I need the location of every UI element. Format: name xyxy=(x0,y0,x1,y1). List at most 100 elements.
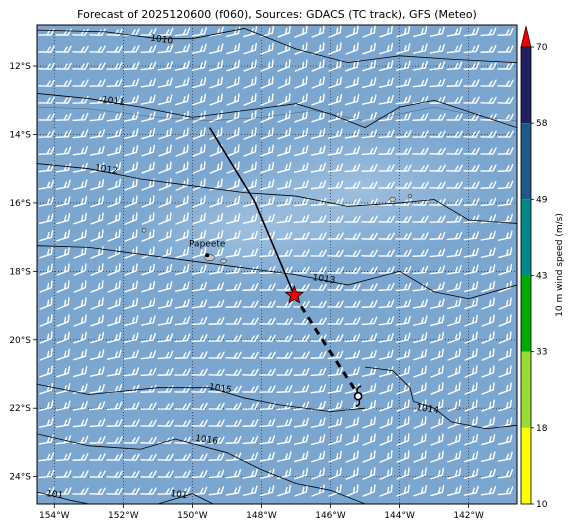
wind-barbs xyxy=(38,25,514,497)
wind-barb-shaft xyxy=(430,416,444,429)
wind-barb xyxy=(310,350,327,359)
wind-barb xyxy=(209,230,224,242)
wind-barb xyxy=(345,42,359,55)
wind-barb-shaft xyxy=(413,399,427,412)
wind-barb xyxy=(344,333,361,343)
wind-barb-shaft xyxy=(327,180,344,190)
wind-barb xyxy=(106,349,122,360)
wind-barb xyxy=(140,453,157,461)
wind-barb xyxy=(395,315,411,326)
wind-barb-shaft xyxy=(446,26,462,37)
wind-barb-shaft xyxy=(294,145,309,157)
wind-barb-shaft xyxy=(447,314,462,327)
wind-barb xyxy=(463,113,480,121)
wind-barb-shaft xyxy=(191,436,208,444)
wind-barb xyxy=(191,453,208,461)
x-axis-ticks: 154°W 152°W 150°W 148°W 146°W 144°W 142°W xyxy=(39,504,484,521)
isobar-line xyxy=(37,491,89,504)
wind-barb xyxy=(242,282,259,291)
wind-barb-shaft xyxy=(157,44,174,54)
wind-barb-shaft xyxy=(242,248,259,258)
wind-barb xyxy=(396,433,410,446)
wind-barb xyxy=(141,280,156,293)
wind-barb-shaft xyxy=(395,77,411,88)
wind-barb xyxy=(395,164,412,172)
wind-barb xyxy=(55,417,71,428)
wind-barb-shaft xyxy=(175,246,190,259)
wind-barb-shaft xyxy=(123,470,140,478)
wind-barb-shaft xyxy=(242,368,259,376)
wind-barb xyxy=(38,163,55,173)
wind-barb xyxy=(242,385,259,393)
wind-barb xyxy=(277,484,292,497)
wind-barb xyxy=(123,436,140,444)
wind-barb xyxy=(90,314,104,327)
wind-barb-shaft xyxy=(447,331,461,344)
wind-barb xyxy=(106,470,123,478)
wind-barb-shaft xyxy=(379,25,393,38)
wind-barb-shaft xyxy=(379,399,393,412)
wind-barb-shaft xyxy=(480,164,497,172)
wind-barb-shaft xyxy=(175,144,189,157)
wind-barb xyxy=(89,418,106,428)
wind-barb-shaft xyxy=(191,469,208,478)
wind-barb-shaft xyxy=(396,399,410,412)
wind-barb xyxy=(124,280,138,293)
wind-barb xyxy=(277,25,291,38)
wind-barb xyxy=(157,402,174,410)
wind-barb xyxy=(344,146,361,156)
wind-barb-shaft xyxy=(294,467,309,480)
wind-barb xyxy=(209,59,224,72)
wind-barb xyxy=(140,111,156,123)
coastlines xyxy=(37,106,517,410)
y-axis-ticks: 12°S14°S16°S18°S20°S22°S24°S xyxy=(9,62,37,483)
wind-barb xyxy=(175,178,189,191)
wind-barb-shaft xyxy=(124,178,138,191)
wind-barb-shaft xyxy=(89,401,106,411)
wind-barb-shaft xyxy=(311,467,325,480)
colorbar-tick-label: 43 xyxy=(536,272,547,282)
wind-barb-shaft xyxy=(481,365,495,378)
wind-barb xyxy=(310,249,327,257)
wind-barb-shaft xyxy=(430,450,444,463)
colorbar-label: 10 m wind speed (m/s) xyxy=(555,213,565,317)
wind-barb xyxy=(481,434,496,446)
wind-barb-shaft xyxy=(140,350,157,360)
wind-barb xyxy=(208,368,225,376)
wind-barb-shaft xyxy=(480,130,497,138)
wind-barb-shaft xyxy=(412,147,429,155)
wind-barb xyxy=(174,316,191,326)
wind-barb xyxy=(412,95,429,105)
wind-barb-shaft xyxy=(345,76,360,89)
wind-barb-shaft xyxy=(498,297,512,310)
wind-barb-shaft xyxy=(378,77,394,88)
wind-barb xyxy=(89,453,106,461)
wind-barb xyxy=(276,384,293,393)
wind-barb-shaft xyxy=(259,265,276,274)
wind-barb xyxy=(447,298,462,310)
wind-barb xyxy=(259,385,276,393)
wind-barb xyxy=(328,433,343,446)
wind-barb xyxy=(141,144,156,157)
wind-barb xyxy=(123,45,140,53)
wind-barb-shaft xyxy=(124,212,138,225)
wind-barb-shaft xyxy=(225,230,241,241)
wind-barb-shaft xyxy=(56,263,70,276)
wind-barb-shaft xyxy=(310,145,326,156)
wind-barb-shaft xyxy=(38,163,55,173)
wind-barb xyxy=(497,486,514,496)
wind-barb xyxy=(379,467,393,480)
wind-barb-shaft xyxy=(174,486,191,495)
wind-barb xyxy=(480,451,496,463)
wind-barb-shaft xyxy=(463,468,479,480)
wind-barb-shaft xyxy=(310,367,327,377)
wind-barb-shaft xyxy=(429,147,446,155)
wind-barb-shaft xyxy=(225,419,242,427)
wind-barb xyxy=(174,333,191,343)
wind-barb xyxy=(192,144,206,157)
wind-barb-shaft xyxy=(362,467,376,480)
wind-barb-shaft xyxy=(141,178,155,191)
wind-barb xyxy=(225,435,242,444)
wind-barb-shaft xyxy=(107,212,121,225)
wind-barb-shaft xyxy=(259,334,276,342)
